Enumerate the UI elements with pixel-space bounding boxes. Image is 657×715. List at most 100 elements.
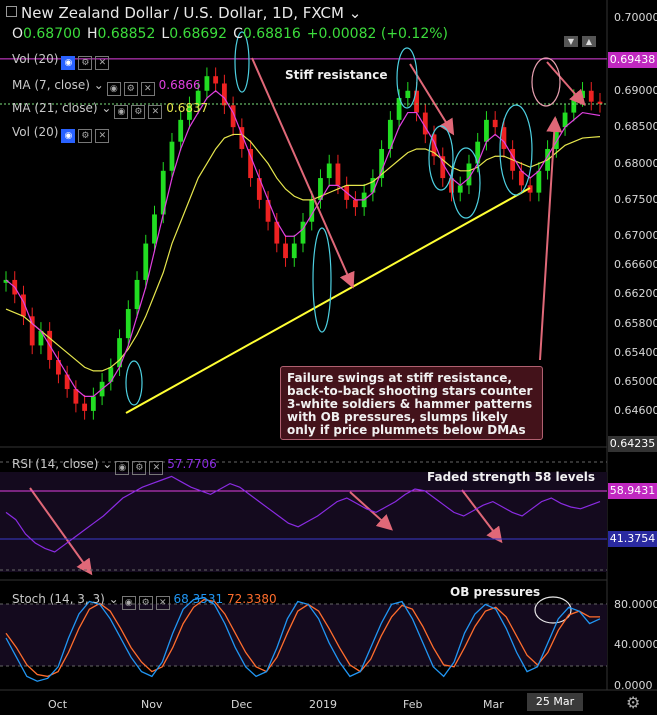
annotation-faded-strength: Faded strength 58 levels xyxy=(427,470,595,484)
price-tick: 0.68500 xyxy=(614,120,657,134)
pattern-ellipse xyxy=(428,125,454,191)
gear-icon[interactable]: ⚙ xyxy=(131,105,146,119)
x-tick: Nov xyxy=(141,698,163,711)
close-icon[interactable]: ✕ xyxy=(140,82,155,96)
price-tick: 0.67000 xyxy=(614,229,657,243)
x-tick: Dec xyxy=(231,698,253,711)
pattern-ellipse xyxy=(499,104,533,196)
candle-body xyxy=(291,243,297,259)
ohlc-value: 0.68816 xyxy=(242,26,301,42)
price-tick: 0.69000 xyxy=(614,83,657,97)
close-icon[interactable]: ✕ xyxy=(149,461,164,475)
price-tick: 0.68000 xyxy=(614,156,657,170)
candle-body xyxy=(536,170,542,193)
candle-body xyxy=(414,90,419,113)
candle-body xyxy=(597,101,603,104)
collapse-down-icon[interactable]: ▼ xyxy=(564,36,578,47)
candle-body xyxy=(387,119,393,149)
chevron-down-icon[interactable]: ⌄ xyxy=(104,592,119,606)
candle-body xyxy=(422,112,428,135)
candle-body xyxy=(134,279,140,310)
stoch-label: Stoch (14, 3, 3) xyxy=(12,592,105,606)
chevron-down-icon[interactable]: ⌄ xyxy=(98,457,113,471)
eye-icon[interactable]: ◉ xyxy=(114,105,129,119)
stoch-d-value: 72.3380 xyxy=(227,592,277,606)
ohlc-value: 0.68692 xyxy=(169,26,228,42)
chevron-down-icon[interactable]: ⌄ xyxy=(97,101,112,115)
candle-body xyxy=(518,170,524,186)
rsi-legend: RSI (14, close) ⌄ ◉ ⚙ ✕ 57.7706 xyxy=(12,457,217,475)
resistance-price-label: 0.69438 xyxy=(608,52,657,68)
stoch-legend: Stoch (14, 3, 3) ⌄ ◉ ⚙ ✕ 68.3531 72.3380 xyxy=(12,592,277,610)
candle-body xyxy=(440,156,446,179)
rsi-line xyxy=(5,475,601,553)
x-tick: Mar xyxy=(483,698,504,711)
candle-body xyxy=(588,90,594,102)
price-tick: 0.67500 xyxy=(614,192,657,206)
chart-title: New Zealand Dollar / U.S. Dollar, 1D, FX… xyxy=(21,4,344,22)
candle-body xyxy=(82,403,88,411)
eye-icon[interactable]: ◉ xyxy=(61,56,76,70)
candle-body xyxy=(405,90,411,99)
ma21-label: MA (21, close) xyxy=(12,101,98,115)
candle-body xyxy=(475,141,481,164)
ohlc-value: 0.68852 xyxy=(97,26,156,42)
ohlc-readout: O0.68700 H0.68852 L0.68692 C0.68816 +0.00082… xyxy=(12,26,454,42)
gear-icon[interactable]: ⚙ xyxy=(132,461,147,475)
gear-icon[interactable]: ⚙ xyxy=(78,129,93,143)
close-icon[interactable]: ✕ xyxy=(95,129,110,143)
rsi-value: 57.7706 xyxy=(167,457,217,471)
candle-body xyxy=(125,309,131,339)
analysis-note: Failure swings at stiff resistance, back… xyxy=(280,366,543,440)
chevron-down-icon[interactable]: ⌄ xyxy=(343,4,362,22)
candle-body xyxy=(309,199,315,222)
volume-legend-1: Vol (20) ◉ ⚙ ✕ xyxy=(12,52,110,70)
eye-icon[interactable]: ◉ xyxy=(61,129,76,143)
settings-gear-icon[interactable]: ⚙ xyxy=(626,693,641,712)
rsi-label: RSI (14, close) xyxy=(12,457,99,471)
note-line: back-to-back shooting stars counter xyxy=(287,384,533,398)
volume-label: Vol (20) xyxy=(12,52,59,66)
close-icon[interactable]: ✕ xyxy=(148,105,163,119)
pattern-ellipse xyxy=(312,227,332,333)
collapse-up-icon[interactable]: ▲ xyxy=(582,36,596,47)
chevron-down-icon[interactable]: ⌄ xyxy=(89,78,104,92)
price-tick: 0.65400 xyxy=(614,345,657,359)
candle-body xyxy=(484,119,489,142)
gear-icon[interactable]: ⚙ xyxy=(138,596,153,610)
candle-body xyxy=(265,199,271,222)
candle-body xyxy=(248,148,253,179)
ohlc-value: 0.68700 xyxy=(23,26,81,42)
candle-body xyxy=(300,221,306,244)
collapse-icon[interactable] xyxy=(6,6,17,17)
candle-body xyxy=(379,148,385,179)
candle-body xyxy=(221,83,227,106)
candle-body xyxy=(38,330,44,346)
pattern-ellipse xyxy=(234,31,250,93)
chart-header: New Zealand Dollar / U.S. Dollar, 1D, FX… xyxy=(6,4,361,22)
eye-icon[interactable]: ◉ xyxy=(106,82,121,96)
candle-body xyxy=(457,185,463,193)
ohlc-key: L xyxy=(161,26,170,42)
note-line: 3-white soldiers & hammer patterns xyxy=(287,397,533,411)
price-tick: 0.66600 xyxy=(614,258,657,272)
candle-body xyxy=(230,105,236,128)
candle-body xyxy=(318,178,323,200)
x-tick: Oct xyxy=(48,698,68,711)
rsi-band xyxy=(0,472,607,572)
eye-icon[interactable]: ◉ xyxy=(115,461,130,475)
candle-body xyxy=(466,163,472,186)
gear-icon[interactable]: ⚙ xyxy=(78,56,93,70)
eye-icon[interactable]: ◉ xyxy=(121,596,136,610)
note-line: only if price plummets below DMAs xyxy=(287,423,526,437)
candle-body xyxy=(431,134,437,157)
x-tick: Feb xyxy=(403,698,423,711)
candle-body xyxy=(335,163,341,186)
ohlc-key: H xyxy=(86,26,98,42)
close-icon[interactable]: ✕ xyxy=(155,596,170,610)
gear-icon[interactable]: ⚙ xyxy=(123,82,138,96)
ma21-value: 0.6837 xyxy=(166,101,209,115)
candle-body xyxy=(283,243,288,259)
pattern-ellipse xyxy=(531,57,561,107)
close-icon[interactable]: ✕ xyxy=(95,56,110,70)
